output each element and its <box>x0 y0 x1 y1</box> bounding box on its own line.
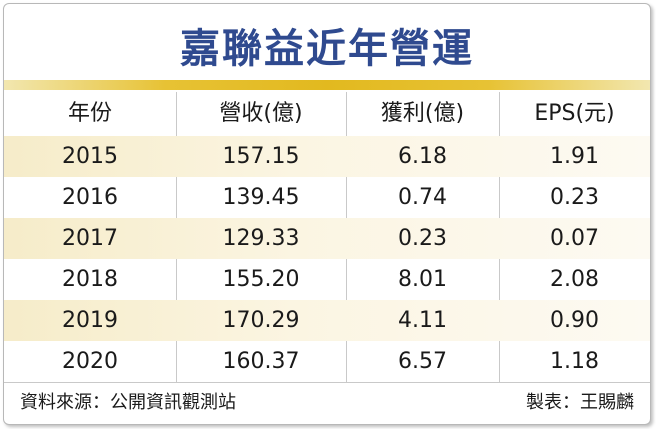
data-table: 年份 營收(億) 獲利(億) EPS(元) 2015 157.15 6.18 1… <box>4 92 650 382</box>
cell-eps: 0.07 <box>550 226 599 251</box>
table-row: 2020 160.37 6.57 1.18 <box>4 341 650 382</box>
cell-revenue: 129.33 <box>222 226 300 251</box>
cell-eps: 0.23 <box>550 185 599 210</box>
author-note: 製表：王賜麟 <box>526 392 634 413</box>
cell-profit: 4.11 <box>398 308 447 333</box>
cell-profit: 6.57 <box>398 349 447 374</box>
header-profit: 獲利(億) <box>380 101 465 126</box>
cell-year: 2016 <box>62 185 118 210</box>
cell-profit: 0.74 <box>398 185 447 210</box>
cell-eps: 1.91 <box>550 144 599 169</box>
title-divider <box>4 80 650 90</box>
cell-year: 2019 <box>62 308 118 333</box>
header-eps: EPS(元) <box>534 101 615 126</box>
cell-profit: 8.01 <box>398 267 447 292</box>
table-header: 年份 營收(億) 獲利(億) EPS(元) <box>4 92 650 136</box>
table-row: 2016 139.45 0.74 0.23 <box>4 177 650 218</box>
table-footer: 資料來源：公開資訊觀測站 製表：王賜麟 <box>4 382 650 423</box>
cell-profit: 6.18 <box>398 144 447 169</box>
cell-year: 2018 <box>62 267 118 292</box>
cell-eps: 0.90 <box>550 308 599 333</box>
table-card: 嘉聯益近年營運 年份 營收(億) 獲利(億) EPS(元) 2015 157.1… <box>3 3 651 425</box>
cell-revenue: 157.15 <box>222 144 300 169</box>
table-row: 2019 170.29 4.11 0.90 <box>4 300 650 341</box>
cell-revenue: 139.45 <box>222 185 300 210</box>
cell-profit: 0.23 <box>398 226 447 251</box>
table-row: 2017 129.33 0.23 0.07 <box>4 218 650 259</box>
header-year: 年份 <box>67 101 112 126</box>
table-row: 2015 157.15 6.18 1.91 <box>4 136 650 177</box>
table-row: 2018 155.20 8.01 2.08 <box>4 259 650 300</box>
cell-eps: 1.18 <box>550 349 599 374</box>
cell-revenue: 170.29 <box>222 308 300 333</box>
header-revenue: 營收(億) <box>219 101 303 126</box>
cell-year: 2017 <box>62 226 118 251</box>
page-title: 嘉聯益近年營運 <box>180 26 474 72</box>
cell-revenue: 160.37 <box>222 349 300 374</box>
cell-revenue: 155.20 <box>222 267 300 292</box>
cell-year: 2015 <box>62 144 118 169</box>
cell-eps: 2.08 <box>550 267 599 292</box>
source-note: 資料來源：公開資訊觀測站 <box>20 392 236 413</box>
cell-year: 2020 <box>62 349 118 374</box>
